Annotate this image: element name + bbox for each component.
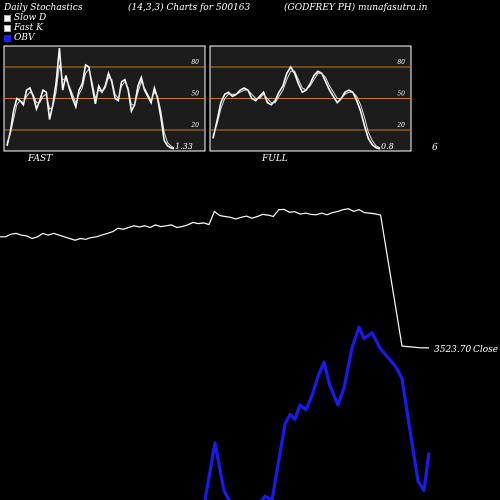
legend-swatch-obv bbox=[4, 34, 11, 42]
legend-fast-k: Fast K bbox=[4, 23, 43, 33]
close-price-line bbox=[0, 208, 430, 349]
legend-label-fast-k: Fast K bbox=[14, 23, 43, 33]
legend-label-obv: OBV bbox=[14, 33, 35, 43]
fast-last-value: 1.33 bbox=[175, 142, 193, 151]
full-panel: 20 50 80 bbox=[209, 45, 412, 152]
fast-panel: 20 50 80 bbox=[3, 45, 206, 152]
fast-panel-label: FAST bbox=[27, 154, 53, 164]
chart-params: (14,3,3) Charts for 500163 bbox=[128, 3, 251, 13]
chart-source: (GODFREY PH) munafasutra.in bbox=[284, 3, 428, 13]
full-series-slow-d bbox=[212, 70, 381, 149]
legend-swatch-slow-d bbox=[4, 14, 11, 22]
close-label: Close bbox=[473, 345, 498, 355]
fast-tick-label-80: 80 bbox=[191, 59, 199, 66]
full-last-value: 0.8 bbox=[381, 142, 394, 151]
chart-title: Daily Stochastics bbox=[4, 3, 83, 13]
legend-slow-d: Slow D bbox=[4, 13, 46, 23]
full-panel-label: FULL bbox=[261, 154, 288, 164]
fast-series-slow-d bbox=[6, 64, 175, 149]
obv-line bbox=[203, 325, 431, 500]
legend-obv: OBV bbox=[4, 33, 35, 43]
last-close-value: 3523.70 bbox=[434, 345, 471, 355]
full-tick-label-50: 50 bbox=[397, 91, 405, 98]
legend-label-slow-d: Slow D bbox=[14, 13, 47, 23]
side-label: 6 bbox=[432, 143, 438, 153]
full-tick-label-80: 80 bbox=[397, 59, 405, 66]
fast-tick-label-20: 20 bbox=[190, 122, 199, 129]
fast-tick-label-50: 50 bbox=[191, 91, 199, 98]
legend-swatch-fast-k bbox=[4, 24, 11, 32]
full-tick-label-20: 20 bbox=[396, 122, 405, 129]
